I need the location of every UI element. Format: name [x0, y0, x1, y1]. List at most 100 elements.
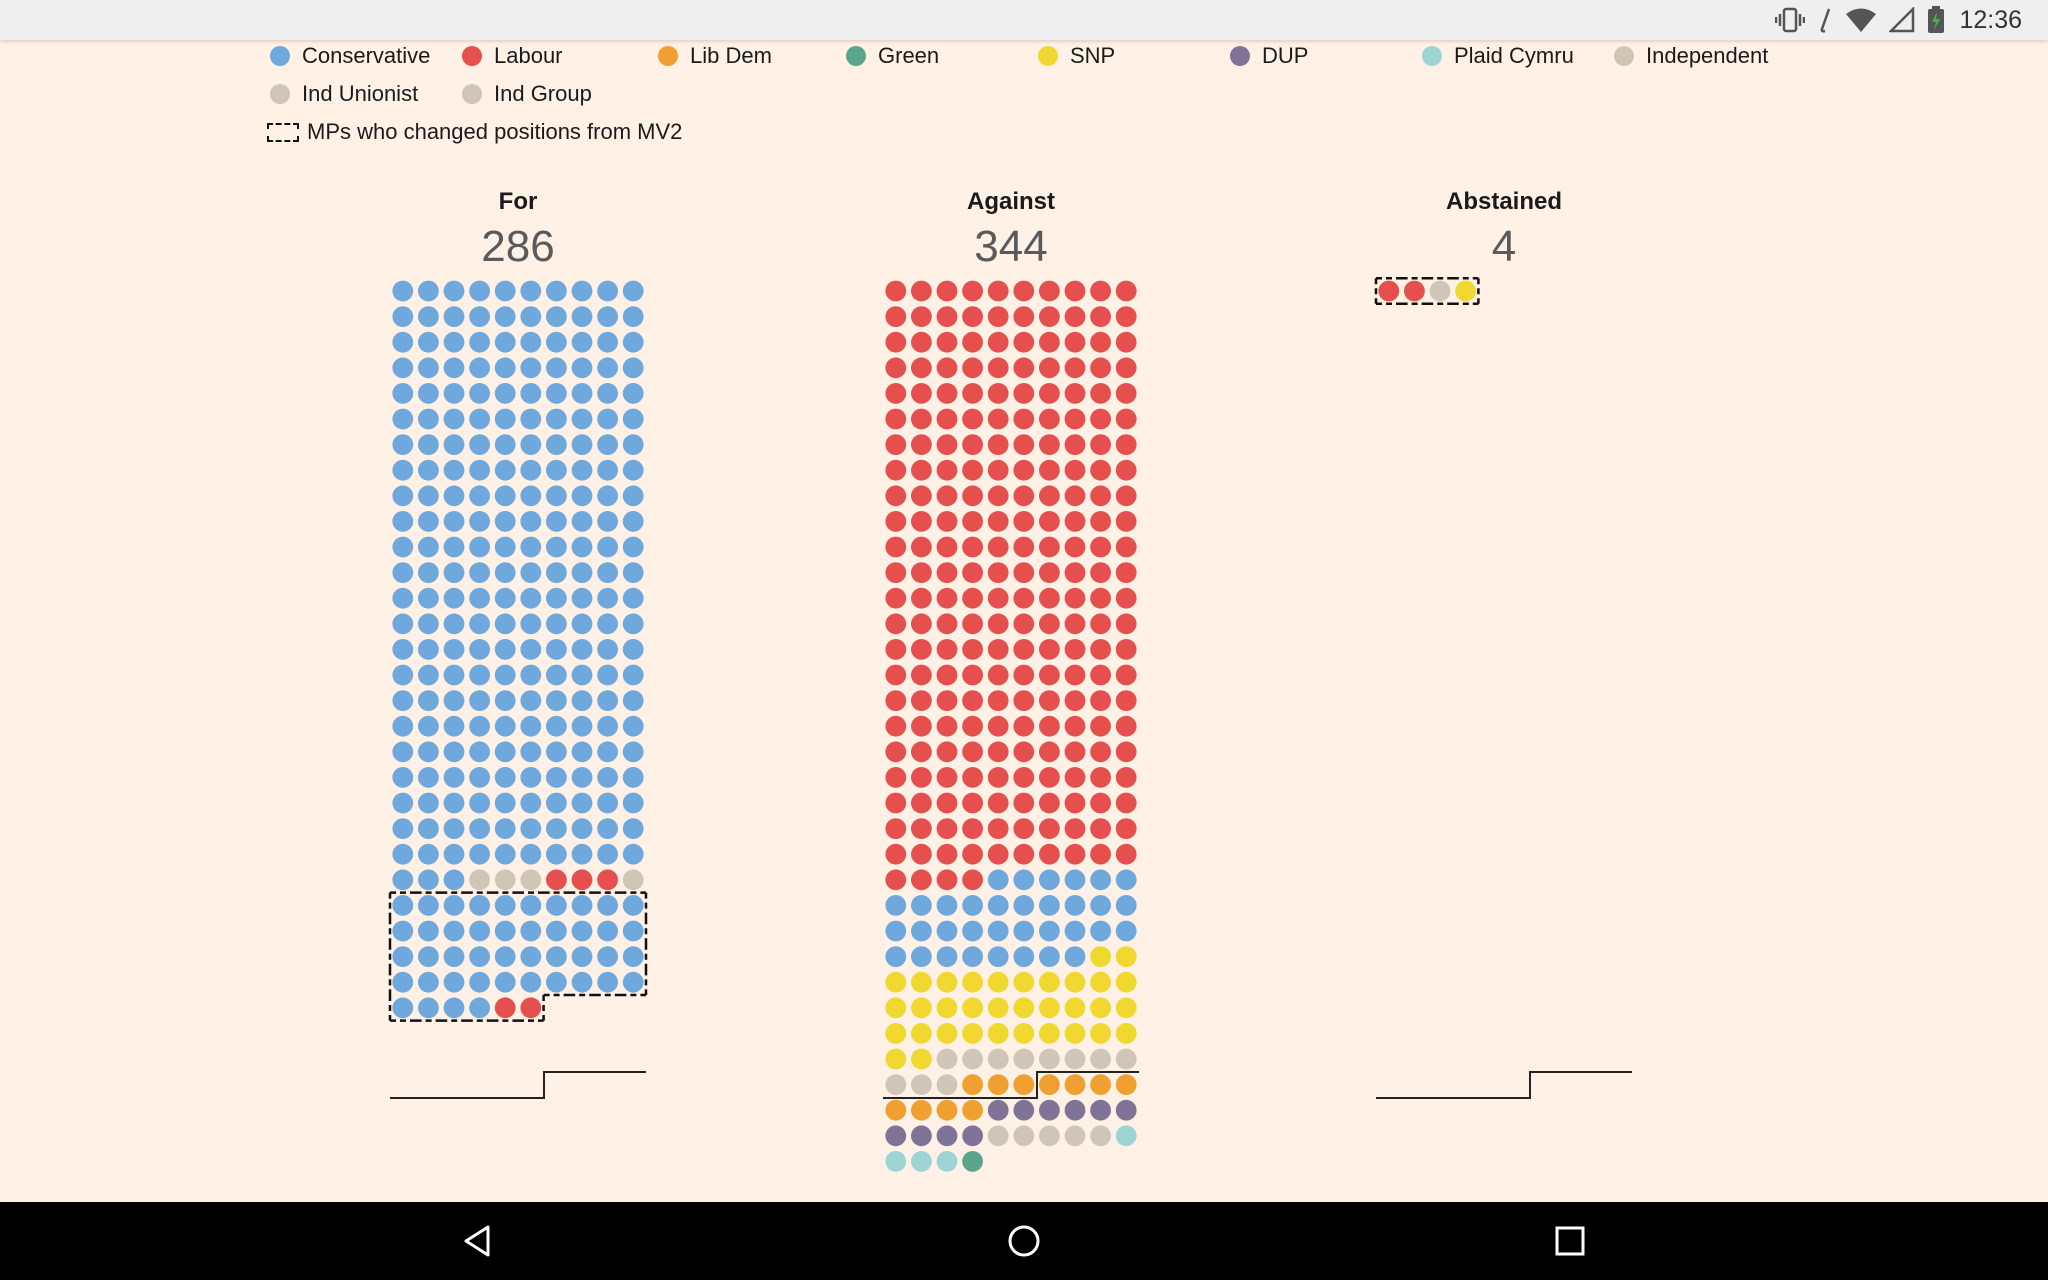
dot-labour: [1039, 741, 1060, 763]
dot-conservative: [622, 843, 644, 865]
legend-item-ind-group: Ind Group: [462, 76, 592, 112]
dot-labour: [911, 767, 932, 788]
recents-button[interactable]: [1510, 1202, 1630, 1280]
dot-labour: [962, 408, 983, 430]
dot-conservative: [546, 843, 567, 865]
dot-conservative: [494, 511, 516, 532]
dot-lib-dem: [885, 1099, 907, 1121]
dot-conservative: [546, 587, 567, 609]
dot-conservative: [443, 818, 465, 839]
dot-labour: [1090, 639, 1111, 660]
dot-conservative: [494, 920, 516, 942]
dot-conservative: [392, 895, 414, 916]
dot-conservative: [418, 920, 439, 942]
column-title: Against: [966, 188, 1055, 215]
dot-conservative: [520, 767, 542, 788]
legend-item-dup: DUP: [1230, 38, 1308, 74]
dot-conservative: [546, 715, 567, 737]
dot-snp: [936, 1023, 958, 1044]
dot-labour: [1064, 485, 1086, 507]
waffle-against: [883, 280, 1139, 1172]
back-button[interactable]: [418, 1202, 538, 1280]
dot-conservative: [1090, 895, 1111, 916]
dot-labour: [1064, 792, 1086, 814]
dot-labour: [1378, 280, 1400, 302]
dot-labour: [885, 331, 907, 353]
dot-conservative: [597, 741, 618, 763]
dot-conservative: [622, 383, 644, 404]
dot-labour: [987, 331, 1009, 353]
dot-plaid-cymru: [911, 1151, 932, 1172]
dot-conservative: [418, 818, 439, 839]
dot-labour: [520, 997, 542, 1019]
dot-labour: [1013, 280, 1035, 302]
dot-conservative: [622, 357, 644, 379]
dot-snp: [911, 1023, 932, 1044]
dot-conservative: [443, 459, 465, 481]
dot-labour: [1039, 331, 1060, 353]
dot-independent: [987, 1048, 1009, 1070]
dot-labour: [936, 664, 958, 686]
dot-labour: [987, 511, 1009, 532]
legend-swatch: [1614, 46, 1634, 66]
dot-labour: [1115, 280, 1137, 302]
dot-labour: [546, 869, 567, 891]
baseline-step: [883, 1071, 1139, 1099]
dot-conservative: [622, 511, 644, 532]
dot-snp: [1039, 971, 1060, 993]
dot-snp: [987, 1023, 1009, 1044]
dot-labour: [1039, 587, 1060, 609]
dot-independent: [1013, 1048, 1035, 1070]
legend-item-conservative: Conservative: [270, 38, 430, 74]
dot-labour: [911, 331, 932, 353]
dot-conservative: [418, 715, 439, 737]
dot-conservative: [571, 613, 593, 635]
legend-label: SNP: [1070, 43, 1116, 68]
dot-conservative: [520, 536, 542, 558]
dot-conservative: [597, 895, 618, 916]
dot-labour: [885, 664, 907, 686]
legend-swatch: [1422, 46, 1442, 66]
dot-conservative: [494, 843, 516, 865]
dot-conservative: [962, 946, 983, 967]
dot-conservative: [494, 818, 516, 839]
dot-conservative: [546, 408, 567, 430]
dot-labour: [885, 383, 907, 404]
dot-snp: [885, 1048, 907, 1070]
dot-labour: [1090, 664, 1111, 686]
dot-labour: [911, 536, 932, 558]
dot-conservative: [443, 280, 465, 302]
legend-swatch: [1230, 46, 1250, 66]
dot-conservative: [546, 331, 567, 353]
dot-dup: [1039, 1099, 1060, 1121]
dot-labour: [962, 715, 983, 737]
dot-conservative: [520, 408, 542, 430]
dot-labour: [1090, 843, 1111, 865]
dot-conservative: [469, 331, 490, 353]
dot-conservative: [571, 818, 593, 839]
dot-conservative: [546, 946, 567, 967]
dot-labour: [936, 459, 958, 481]
dot-conservative: [469, 792, 490, 814]
dot-conservative: [418, 690, 439, 711]
dot-labour: [1039, 715, 1060, 737]
dot-labour: [1090, 792, 1111, 814]
dot-labour: [885, 587, 907, 609]
legend-item-ind-unionist: Ind Unionist: [270, 76, 418, 112]
home-button[interactable]: [964, 1202, 1084, 1280]
dot-independent: [622, 869, 644, 891]
dot-conservative: [443, 869, 465, 891]
dot-conservative: [597, 306, 618, 327]
back-icon: [464, 1225, 490, 1257]
dot-conservative: [597, 792, 618, 814]
dot-conservative: [494, 715, 516, 737]
dot-conservative: [392, 613, 414, 635]
dot-conservative: [494, 690, 516, 711]
dot-labour: [885, 843, 907, 865]
dot-labour: [936, 280, 958, 302]
dot-conservative: [571, 408, 593, 430]
dot-conservative: [962, 920, 983, 942]
dot-labour: [1115, 767, 1137, 788]
dot-snp: [911, 1048, 932, 1070]
dot-labour: [1013, 587, 1035, 609]
